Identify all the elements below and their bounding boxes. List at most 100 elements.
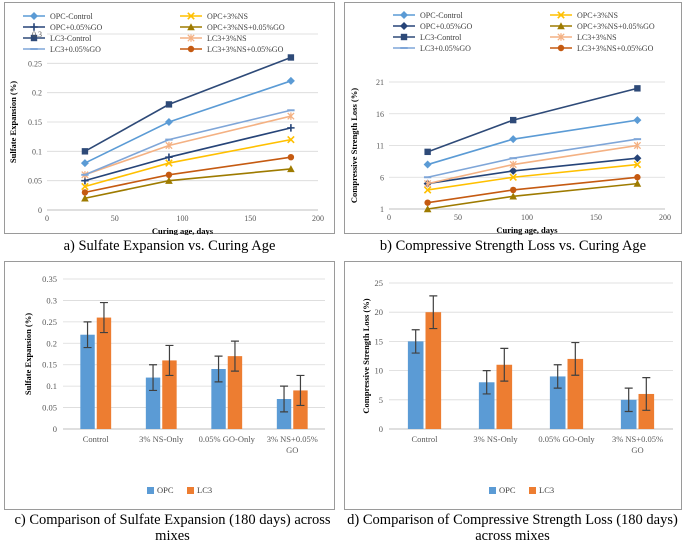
y-tick-label: 0.3 bbox=[46, 295, 57, 305]
legend-label-lc3-control: LC3-Control bbox=[50, 34, 92, 43]
x-tick-label: 0 bbox=[45, 214, 49, 223]
caption-c-line2: mixes bbox=[155, 528, 190, 544]
legend-marker-opc-3-ns bbox=[557, 11, 565, 19]
x-tick-label: 200 bbox=[312, 214, 324, 223]
series-line-lc3-control bbox=[427, 87, 638, 153]
data-point-opc-control bbox=[80, 159, 89, 168]
series-lc3-3-ns bbox=[423, 141, 642, 188]
y-tick-label: 0 bbox=[38, 206, 42, 215]
series-opc-3-ns-0-05-go bbox=[81, 165, 295, 202]
y-axis-title: Sulfate Expansion (%) bbox=[23, 313, 33, 395]
bar-lc3-3-ns-0-05-go bbox=[293, 390, 308, 429]
series-opc-3-ns-0-05-go bbox=[423, 179, 642, 213]
x-category-label: Control bbox=[83, 434, 110, 444]
line-chart-sulfate-expansion: OPC-Control OPC+3%NS OPC+0.05%GO OPC+3%NS+0… bbox=[8, 12, 324, 235]
y-tick-label: 0.1 bbox=[32, 147, 42, 156]
error-bar-lc3-control bbox=[99, 301, 108, 334]
legend-label-lc3: LC3 bbox=[197, 485, 212, 495]
error-bar-lc3-control bbox=[429, 295, 438, 330]
x-tick-label: 100 bbox=[521, 213, 533, 222]
chart-panel-sulfate-expansion-comparison: 0 0.05 0.1 0.15 0.2 0.25 0.3 0.35 Control 3% NS-O… bbox=[4, 261, 335, 510]
legend-marker-opc-3-ns-0-05-go bbox=[187, 23, 195, 31]
series-lc3-control bbox=[81, 54, 295, 155]
bar-chart-strength-loss: 0 5 10 15 20 25 Control 3% NS-Only 0.05% GO-Only… bbox=[361, 278, 673, 495]
y-tick-label: 16 bbox=[376, 110, 384, 119]
legend-label-opc-0-05-go: OPC+0.05%GO bbox=[420, 22, 473, 31]
series-line-lc3-3-ns bbox=[427, 144, 638, 185]
legend-swatch-opc bbox=[147, 487, 154, 494]
error-bar-lc3-3-ns-0-05-go bbox=[642, 377, 651, 411]
legend: OPC LC3 bbox=[489, 485, 554, 495]
legend-label-opc-control: OPC-Control bbox=[50, 12, 93, 21]
x-axis-title: Curing age, days bbox=[496, 225, 558, 235]
x-category-label: 0.05% GO-Only bbox=[199, 434, 256, 444]
data-point-opc-3-ns-0-05-go bbox=[633, 179, 642, 187]
legend-label-opc-control: OPC-Control bbox=[420, 11, 463, 20]
legend-marker-lc3-3-ns-0-05-go bbox=[557, 44, 565, 52]
x-tick-label: 50 bbox=[111, 214, 119, 223]
data-point-opc-3-ns bbox=[633, 160, 642, 169]
series-opc-control bbox=[80, 76, 295, 168]
y-tick-label: 6 bbox=[380, 173, 384, 182]
data-point-opc-0-05-go bbox=[287, 124, 295, 132]
legend-marker-opc-control bbox=[400, 11, 408, 19]
series-lc3-3-ns-0-05-go bbox=[424, 174, 641, 206]
y-tick-label: 21 bbox=[376, 78, 384, 87]
series-line-opc-control bbox=[427, 119, 638, 166]
legend-marker-lc3-3-ns bbox=[557, 33, 565, 41]
legend-label-lc3-0-05-go: LC3+0.05%GO bbox=[50, 45, 101, 54]
legend-marker-lc3-3-ns-0-05-go bbox=[187, 45, 195, 53]
x-axis-title: Curing age, days bbox=[152, 226, 214, 235]
data-point-opc-3-ns bbox=[81, 182, 89, 191]
line-chart-strength-loss: OPC-Control OPC+3%NS OPC+0.05%GO OPC+3%NS+0… bbox=[349, 11, 671, 235]
x-tick-label: 50 bbox=[454, 213, 462, 222]
series-opc-3-ns bbox=[81, 135, 295, 191]
y-tick-label: 0.35 bbox=[42, 274, 57, 284]
x-category-label: GO bbox=[631, 445, 643, 455]
legend-label-lc3: LC3 bbox=[539, 485, 554, 495]
error-bar-opc-control bbox=[83, 321, 92, 349]
error-bar-lc3-3-ns-0-05-go bbox=[296, 374, 305, 407]
data-point-opc-3-ns-0-05-go bbox=[509, 192, 517, 200]
legend: OPC-Control OPC+3%NS OPC+0.05%GO OPC+3%NS+0… bbox=[23, 12, 285, 54]
data-point-opc-3-ns bbox=[287, 135, 295, 144]
x-category-label: 3% NS-Only bbox=[139, 434, 184, 444]
data-point-opc-3-ns-0-05-go bbox=[165, 176, 173, 184]
caption-c: c) Comparison of Sulfate Expansion (180 … bbox=[0, 512, 345, 544]
error-bar-lc3-0-05-go-only bbox=[230, 340, 239, 372]
data-point-opc-0-05-go bbox=[633, 154, 642, 163]
data-point-opc-3-ns bbox=[509, 173, 517, 182]
legend-label-opc-3-ns-0-05-go: OPC+3%NS+0.05%GO bbox=[207, 23, 285, 32]
data-point-lc3-3-ns bbox=[509, 160, 517, 169]
legend-label-opc-0-05-go: OPC+0.05%GO bbox=[50, 23, 103, 32]
x-category-label: 0.05% GO-Only bbox=[538, 434, 595, 444]
x-category-label: GO bbox=[286, 445, 298, 455]
bar-lc3-control bbox=[96, 317, 112, 429]
y-tick-label: 5 bbox=[379, 395, 383, 405]
legend: OPC LC3 bbox=[147, 485, 212, 495]
chart-panel-strength-loss-comparison: 0 5 10 15 20 25 Control 3% NS-Only 0.05% GO-Only… bbox=[344, 261, 682, 510]
legend-swatch-lc3 bbox=[529, 487, 536, 494]
caption-c-line1: c) Comparison of Sulfate Expansion (180 … bbox=[14, 512, 331, 528]
legend-label-lc3-control: LC3-Control bbox=[420, 33, 462, 42]
legend-label-lc3-3-ns-0-05-go: LC3+3%NS+0.05%GO bbox=[577, 44, 654, 53]
caption-a: a) Sulfate Expansion vs. Curing Age bbox=[63, 238, 276, 254]
y-tick-label: 0.05 bbox=[28, 177, 42, 186]
bar-lc3-0-05-go-only bbox=[567, 358, 584, 429]
bar-opc-3-ns-0-05-go bbox=[276, 399, 292, 429]
y-axis-title: Compressive Strength Loss (%) bbox=[349, 88, 359, 203]
legend-marker-lc3-control bbox=[400, 33, 408, 41]
legend-label-lc3-3-ns: LC3+3%NS bbox=[207, 34, 247, 43]
caption-d: d) Comparison of Compressive Strength Lo… bbox=[340, 512, 685, 544]
series-lc3-0-05-go bbox=[81, 109, 295, 176]
error-bar-opc-3-ns-0-05-go bbox=[624, 387, 633, 413]
series-lc3-0-05-go bbox=[423, 138, 642, 179]
bar-opc-0-05-go-only bbox=[211, 369, 226, 429]
y-tick-label: 15 bbox=[375, 336, 384, 346]
legend-marker-lc3-control bbox=[30, 34, 38, 42]
legend-label-lc3-0-05-go: LC3+0.05%GO bbox=[420, 44, 471, 53]
y-tick-label: 0.1 bbox=[46, 381, 57, 391]
error-bar-lc3-3-ns-only bbox=[165, 344, 174, 377]
legend-swatch-lc3 bbox=[187, 487, 194, 494]
legend-label-opc-3-ns: OPC+3%NS bbox=[207, 12, 248, 21]
